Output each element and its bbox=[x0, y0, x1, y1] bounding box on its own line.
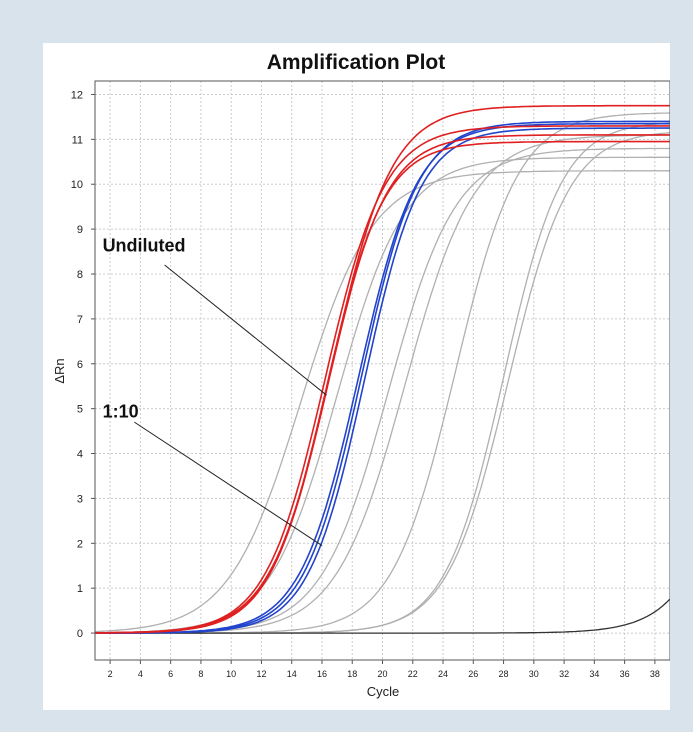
x-tick-label: 4 bbox=[138, 669, 143, 679]
x-tick-label: 18 bbox=[347, 669, 357, 679]
y-tick-label: 12 bbox=[71, 89, 83, 101]
x-tick-label: 10 bbox=[226, 669, 236, 679]
series-line-red bbox=[95, 140, 670, 634]
series-line-gray bbox=[94, 170, 670, 633]
x-tick-label: 22 bbox=[408, 669, 418, 679]
y-axis-label: ΔRn bbox=[52, 358, 67, 383]
y-tick-label: 4 bbox=[77, 449, 83, 461]
x-tick-label: 24 bbox=[438, 669, 448, 679]
y-tick-label: 10 bbox=[71, 179, 83, 191]
series-line-red bbox=[94, 104, 670, 634]
x-tick-label: 14 bbox=[287, 669, 297, 679]
chart-title: Amplification Plot bbox=[267, 51, 446, 74]
x-tick-label: 12 bbox=[256, 669, 266, 679]
annotation-pointer bbox=[164, 264, 327, 396]
x-tick-label: 16 bbox=[317, 669, 327, 679]
y-tick-label: 8 bbox=[77, 269, 83, 281]
x-axis-label: Cycle bbox=[367, 684, 400, 699]
x-tick-label: 38 bbox=[650, 669, 660, 679]
x-tick-label: 6 bbox=[168, 669, 173, 679]
x-tick-label: 2 bbox=[108, 669, 113, 679]
x-tick-label: 26 bbox=[468, 669, 478, 679]
y-tick-label: 1 bbox=[77, 583, 83, 595]
x-tick-label: 36 bbox=[620, 669, 630, 679]
x-tick-label: 32 bbox=[559, 669, 569, 679]
series-lines bbox=[94, 104, 670, 634]
annotation-label: 1:10 bbox=[103, 402, 139, 422]
annotation-pointer bbox=[134, 421, 323, 546]
y-tick-label: 7 bbox=[77, 314, 83, 326]
x-tick-label: 20 bbox=[377, 669, 387, 679]
y-tick-label: 5 bbox=[77, 404, 83, 416]
x-tick-label: 8 bbox=[198, 669, 203, 679]
y-tick-label: 9 bbox=[77, 224, 83, 236]
plot-frame bbox=[94, 80, 670, 661]
y-tick-label: 11 bbox=[72, 134, 83, 146]
annotation-label: Undiluted bbox=[103, 236, 186, 256]
y-tick-label: 6 bbox=[77, 359, 83, 371]
chart-panel: Amplification Plot 0 1 2 3 4 5 6 7 8 9 10 11 12 2 4 6 8 1… bbox=[43, 43, 670, 710]
series-line-blue bbox=[95, 127, 670, 634]
annotations: Undiluted 1:10 bbox=[103, 236, 327, 546]
y-tick-label: 2 bbox=[77, 538, 83, 550]
series-line-dark bbox=[95, 598, 670, 634]
x-tick-label: 30 bbox=[529, 669, 539, 679]
x-tick-label: 34 bbox=[589, 669, 599, 679]
y-tick-label: 0 bbox=[77, 628, 83, 640]
y-tick-label: 3 bbox=[77, 493, 83, 505]
x-tick-label: 28 bbox=[499, 669, 509, 679]
